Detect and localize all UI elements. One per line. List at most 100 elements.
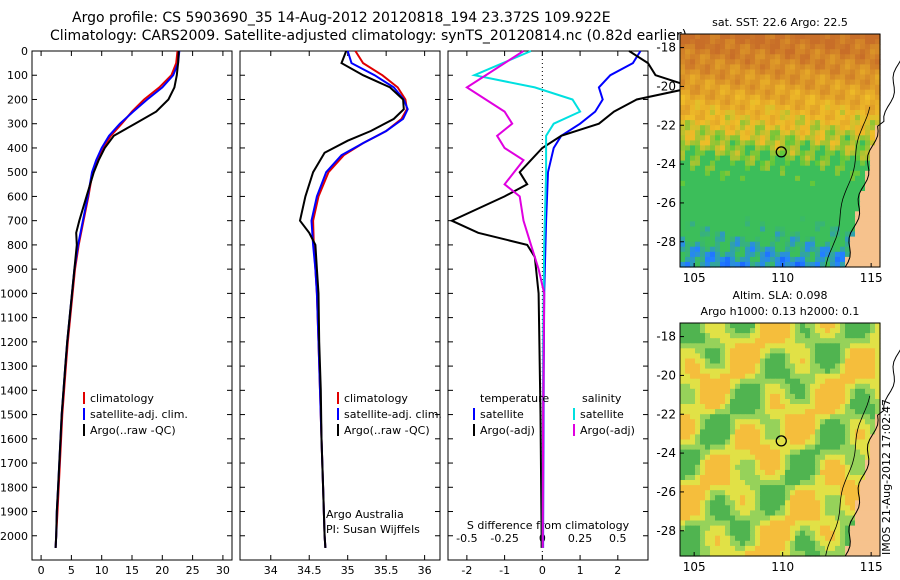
sla_map-cell	[770, 485, 776, 491]
sst_map-cell	[790, 84, 796, 91]
sst_map-cell	[765, 110, 771, 116]
sla_map-cell	[750, 530, 756, 537]
sst_map-cell	[780, 130, 786, 136]
sst_map-cell	[730, 211, 736, 217]
sst_map-cell	[835, 186, 841, 192]
sst_map-cell	[775, 211, 781, 217]
sla_map-cell	[700, 530, 706, 537]
sla_map-cell	[805, 535, 811, 542]
sla_map-cell	[705, 338, 711, 344]
sla_map-cell	[785, 434, 791, 441]
sst_map-cell	[755, 180, 761, 187]
sla_map-cell	[825, 459, 831, 466]
sla_map-cell	[865, 429, 871, 436]
sla_map-cell	[765, 378, 771, 385]
sla_map-cell	[780, 500, 786, 506]
sla_map-cell	[795, 414, 801, 420]
sst_map-cell	[760, 79, 766, 86]
sst_map-cell	[860, 135, 866, 141]
sst_map-cell	[690, 261, 696, 268]
sla_map-cell	[845, 328, 851, 334]
sst_map-cell	[875, 150, 881, 157]
sla_map-cell	[705, 419, 711, 425]
sst_map-cell	[680, 94, 686, 101]
sst_map-cell	[845, 64, 851, 71]
sst_map-cell	[750, 175, 756, 182]
sst_map-cell	[840, 89, 846, 96]
sst_map-cell	[845, 180, 851, 187]
sst_map-cell	[685, 170, 691, 177]
sla_map-cell	[835, 550, 841, 557]
sla_map-cell	[865, 500, 871, 506]
sla_map-cell	[825, 343, 831, 349]
sla_map-cell	[795, 323, 801, 329]
sla_map-cell	[820, 444, 826, 451]
sla_map-cell	[705, 328, 711, 334]
sst_map-cell	[715, 69, 721, 76]
sla_map-cell	[785, 368, 791, 375]
sla_map-cell	[710, 424, 716, 430]
sst_map-cell	[865, 201, 871, 207]
sst_map-cell	[810, 155, 816, 162]
sst_map-cell	[865, 104, 871, 111]
sla_map-cell	[820, 545, 826, 552]
sla_map-cell	[780, 459, 786, 466]
sla_map-cell	[820, 409, 826, 415]
sst_map-cell	[815, 180, 821, 187]
sla_map-cell	[705, 485, 711, 491]
sst_map-cell	[785, 261, 791, 268]
sst_map-cell	[765, 150, 771, 157]
sst_map-cell	[770, 135, 776, 141]
sst_map-cell	[690, 54, 696, 60]
sst_map-cell	[785, 110, 791, 116]
sla_map-cell	[830, 439, 836, 446]
sst_map-cell	[730, 54, 736, 60]
sla_map-cell	[770, 550, 776, 557]
sla_map-cell	[695, 475, 701, 481]
sla_map-cell	[850, 505, 856, 511]
sst_map-cell	[690, 150, 696, 157]
sla_map-cell	[865, 383, 871, 390]
sla_map-cell	[695, 439, 701, 446]
sla_map-cell	[835, 485, 841, 491]
sst_map-cell	[765, 261, 771, 268]
sst_map-cell	[730, 89, 736, 96]
sst_map-cell	[770, 115, 776, 121]
sla_map-cell	[760, 510, 766, 517]
sst_map-cell	[790, 74, 796, 81]
sla_map-cell	[760, 459, 766, 466]
sla_map-cell	[695, 515, 701, 522]
sla_map-cell	[835, 449, 841, 456]
sla_map-cell	[820, 414, 826, 420]
sla_map-cell	[875, 454, 881, 461]
sla_map-cell	[770, 540, 776, 547]
sst_map-cell	[735, 140, 741, 147]
sla_map-cell	[795, 409, 801, 415]
sla_map-cell	[755, 490, 761, 496]
sst_map-cell	[830, 241, 836, 248]
sst_map-cell	[745, 165, 751, 172]
sla_map-cell	[760, 515, 766, 522]
sla_map-cell	[825, 449, 831, 456]
sst_map-cell	[775, 39, 781, 45]
sla_map-cell	[865, 485, 871, 491]
sla_map-cell	[740, 323, 746, 329]
sst_map-cell	[730, 104, 736, 111]
sst_map-cell	[690, 49, 696, 55]
sst_map-cell	[725, 34, 731, 40]
sst_map-cell	[720, 34, 726, 40]
sst_map-cell	[825, 175, 831, 182]
sst_map-cell	[870, 99, 876, 106]
sst_map-cell	[840, 206, 846, 212]
sst_map-cell	[750, 59, 756, 65]
sla_map-cell	[765, 540, 771, 547]
sst_map-cell	[695, 191, 701, 197]
sla_map-cell	[830, 515, 836, 522]
sla_map-cell	[750, 490, 756, 496]
sst_map-cell	[850, 64, 856, 71]
sla_map-cell	[805, 388, 811, 395]
sst_map-cell	[865, 191, 871, 197]
sla_map-cell	[755, 399, 761, 405]
sla_map-cell	[845, 323, 851, 329]
sst_map-cell	[770, 44, 776, 50]
